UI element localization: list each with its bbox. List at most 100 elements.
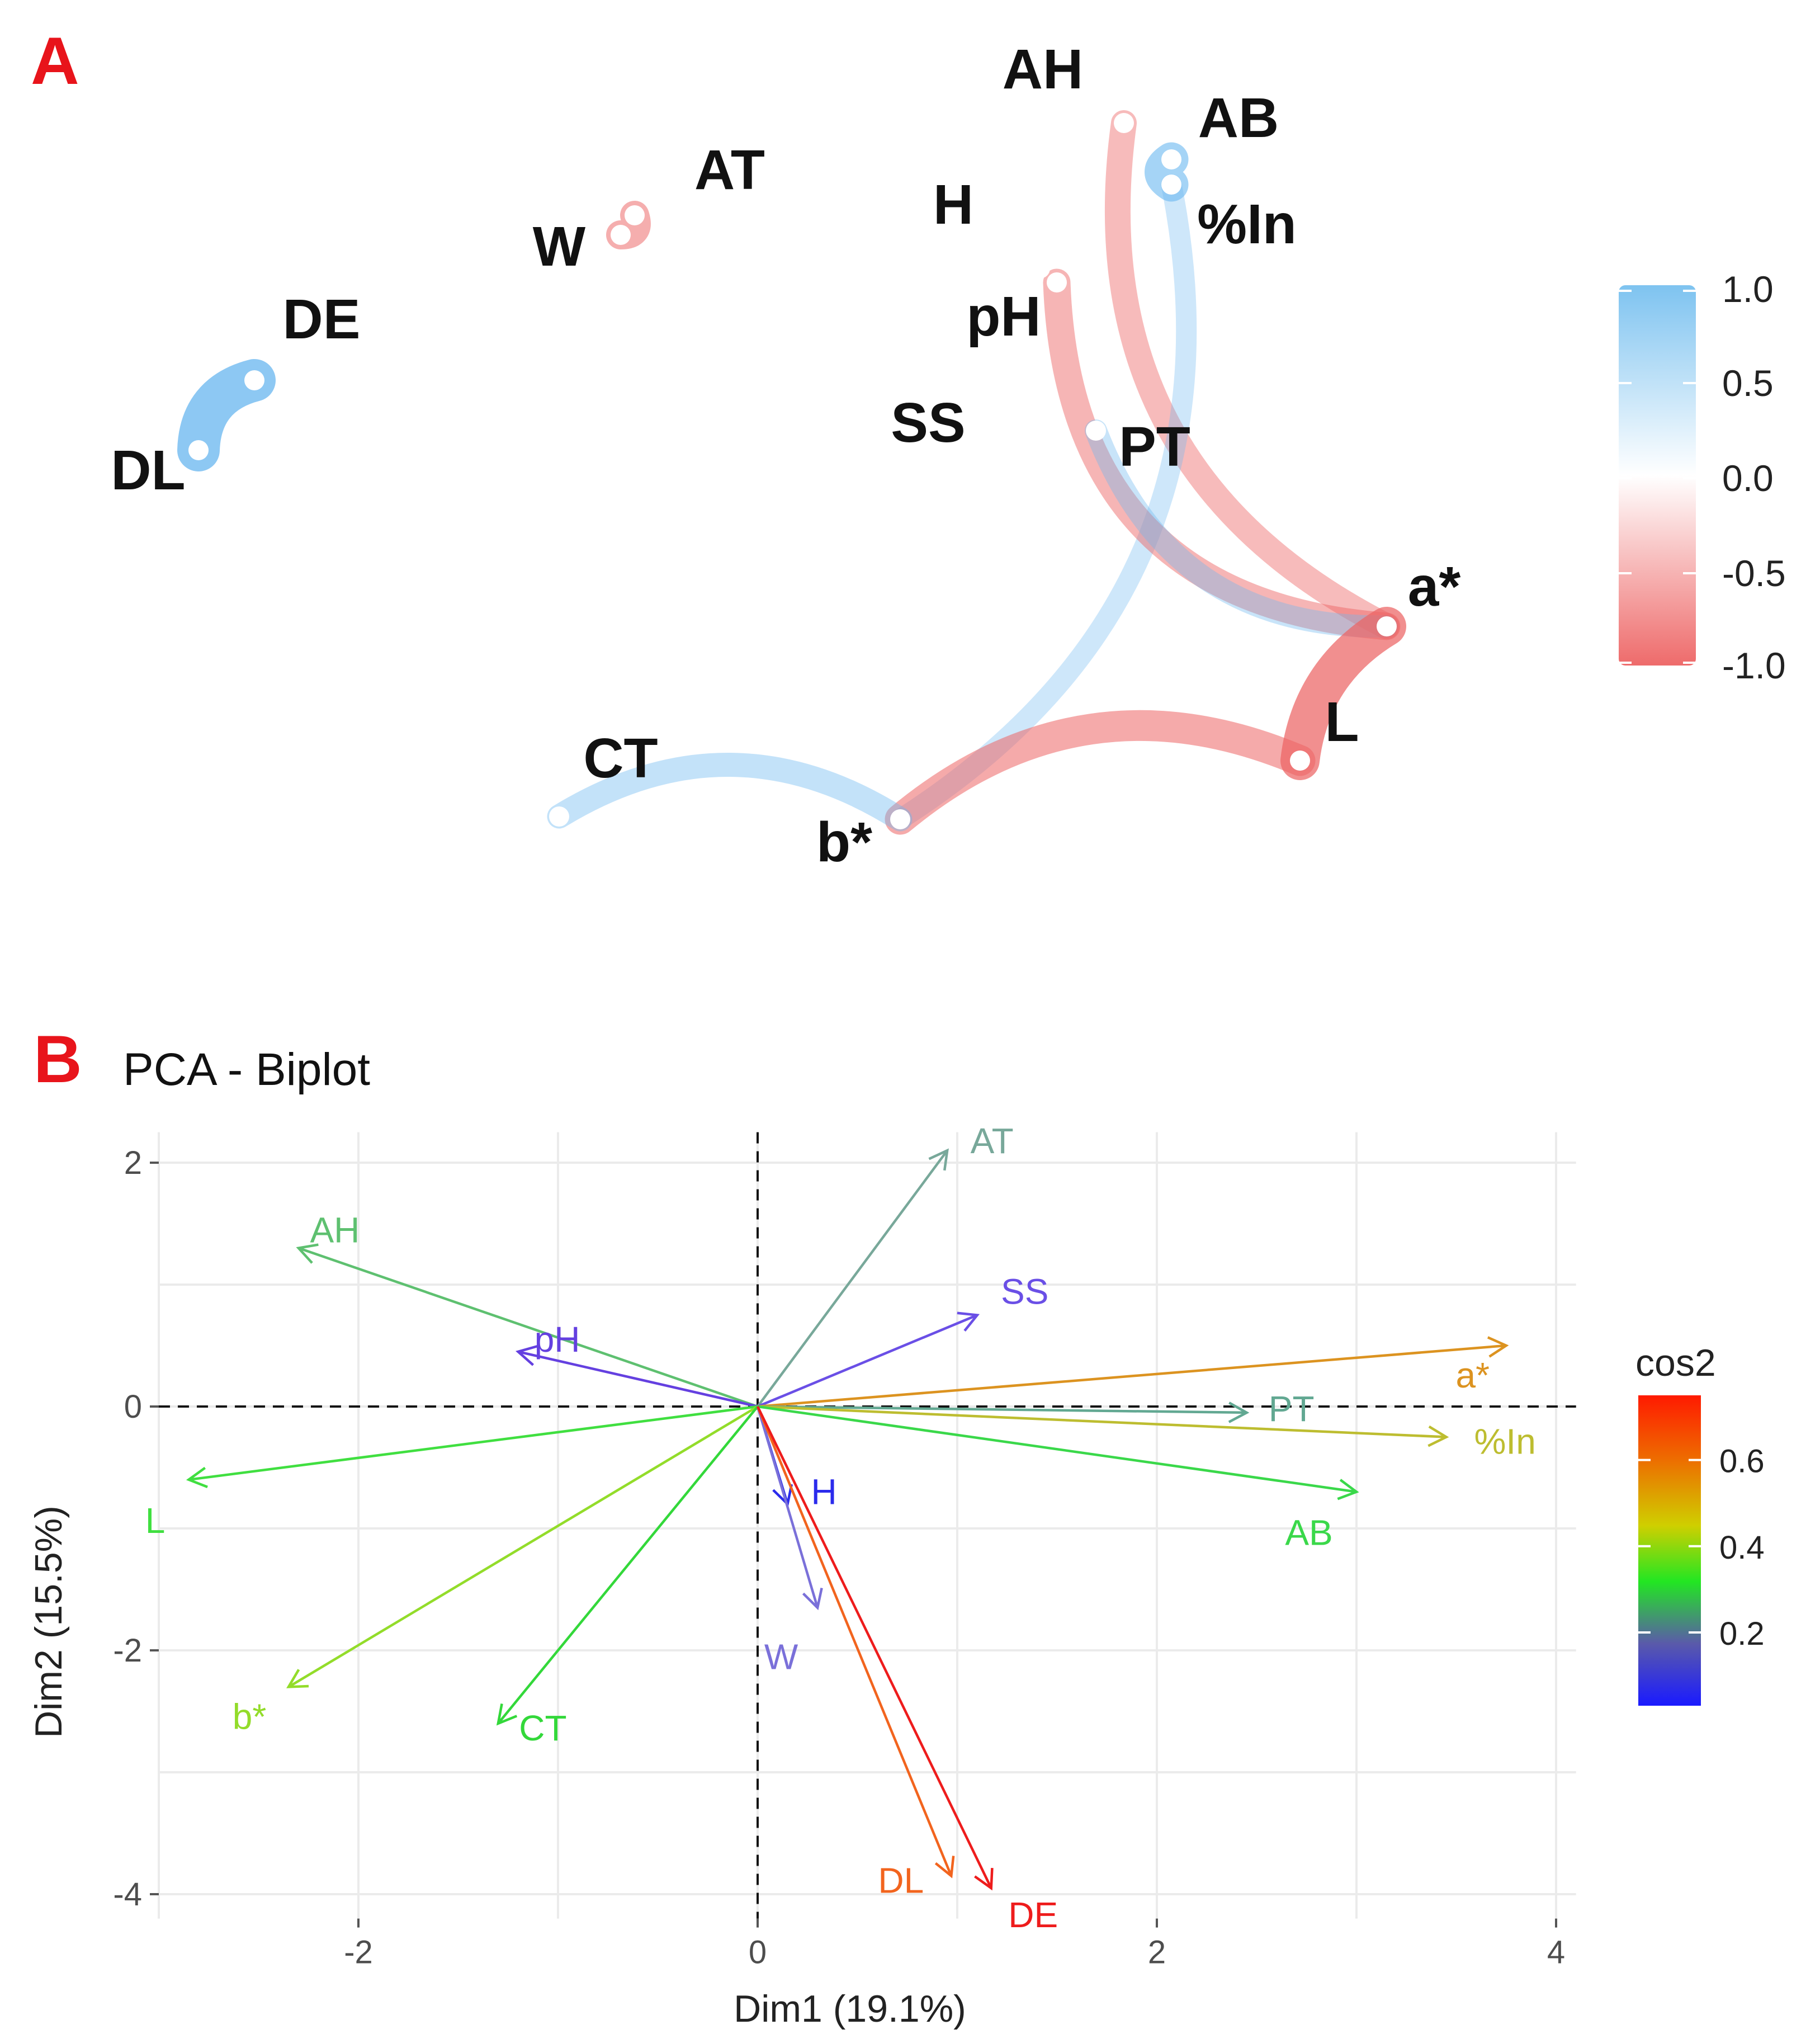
network-node-label: b* (816, 811, 872, 874)
network-edge (1280, 607, 1406, 780)
variable-label: CT (519, 1708, 566, 1748)
arrowhead-CT (496, 1703, 518, 1726)
arrow-CT (497, 1405, 759, 1725)
corr-legend-tick: 0.5 (1722, 362, 1774, 404)
network-edge (1104, 110, 1400, 639)
variable-label: pH (535, 1319, 580, 1360)
network-node-dot (1086, 421, 1106, 441)
correlation-colorbar-ticks (1619, 290, 1696, 664)
network-node-dot (549, 806, 569, 827)
network-edge (1043, 268, 1401, 640)
biplot-gridlines (158, 1132, 1576, 1919)
arrowhead-W (802, 1588, 823, 1611)
arrow-PT (757, 1405, 1247, 1414)
biplot-title: PCA - Biplot (123, 1044, 370, 1095)
biplot-zero-lines (159, 1132, 1576, 1919)
variable-label: L (145, 1500, 166, 1541)
network-edge (885, 710, 1316, 835)
network-node-dot (1114, 113, 1134, 133)
biplot-variable-labels: AT SS a* PT %In AB AH pH Lb* CT H W DL DE (145, 1121, 1536, 1935)
panel-b-letter: B (34, 1022, 82, 1097)
biplot-arrows (186, 1148, 1509, 1891)
arrowhead-DL (934, 1856, 955, 1879)
variable-label: DE (1008, 1895, 1058, 1935)
y-axis-title: Dim2 (15.5%) (27, 1506, 70, 1738)
arrow-a* (757, 1344, 1506, 1408)
network-edge (547, 753, 913, 832)
arrowhead-SS (957, 1311, 980, 1332)
cos2-legend-title: cos2 (1635, 1342, 1716, 1384)
arrow-DE (756, 1406, 992, 1889)
network-node-dot (1047, 272, 1067, 292)
arrow-DL (756, 1406, 953, 1877)
variable-label: SS (1001, 1272, 1048, 1312)
arrowhead-AT (928, 1148, 949, 1171)
variable-label: a* (1456, 1355, 1490, 1395)
arrowhead-AH (296, 1243, 319, 1264)
network-edge (1085, 419, 1398, 638)
x-tick-label: -2 (344, 1934, 373, 1971)
corr-legend-tick: 0.0 (1722, 457, 1774, 499)
network-node-label: DL (111, 439, 185, 502)
network-node-label: AT (694, 139, 765, 201)
network-node-dot (1290, 751, 1310, 771)
network-node-label: %In (1197, 193, 1297, 256)
arrowhead-%In (1427, 1425, 1449, 1447)
network-node-dot (890, 809, 910, 829)
arrow-pH (518, 1350, 758, 1408)
network-node-dot (611, 225, 631, 245)
arrowhead-DE (974, 1868, 994, 1891)
network-node-label: DE (283, 288, 361, 351)
cos2-legend: cos2 0.6 0.4 0.2 (1635, 1342, 1765, 1706)
network-node-label: AH (1003, 38, 1083, 101)
cos2-legend-ticks: 0.6 0.4 0.2 (1638, 1443, 1765, 1652)
x-tick-label: 4 (1547, 1934, 1565, 1971)
variable-label: AB (1285, 1513, 1332, 1553)
network-node-dot (188, 440, 209, 460)
arrowhead-pH (516, 1344, 538, 1366)
arrow-L (188, 1405, 758, 1481)
biplot-axis-ticks: -2 0 2 4 2 0 -2 -4 (113, 1145, 1565, 1971)
network-node-label: L (1325, 691, 1359, 753)
y-tick-label: -4 (113, 1876, 142, 1913)
arrow-AH (298, 1247, 758, 1408)
network-node-dot (1030, 258, 1050, 279)
variable-label: %In (1474, 1422, 1536, 1462)
network-node-dot (625, 205, 645, 225)
network-edges (177, 110, 1406, 835)
arrow-AT (757, 1149, 948, 1408)
panel-a-letter: A (31, 23, 79, 98)
variable-label: AH (310, 1210, 360, 1250)
network-node-dot (1161, 174, 1181, 195)
network-node-label: a* (1408, 555, 1461, 618)
arrow-AB (757, 1405, 1357, 1493)
cos2-tick-label: 0.6 (1719, 1443, 1765, 1480)
network-node-label: PT (1119, 416, 1190, 478)
x-tick-label: 2 (1148, 1934, 1166, 1971)
variable-label: b* (233, 1696, 267, 1736)
cos2-tick-label: 0.2 (1719, 1616, 1765, 1652)
arrowhead-L (186, 1466, 208, 1488)
correlation-colorbar (1619, 285, 1696, 666)
y-tick-label: 0 (124, 1389, 142, 1425)
arrow-SS (757, 1314, 978, 1408)
network-edge (177, 359, 276, 471)
variable-label: DL (878, 1860, 924, 1900)
corr-legend-tick: -1.0 (1722, 645, 1786, 686)
network-node-label: H (933, 173, 973, 236)
variable-label: AT (971, 1121, 1014, 1161)
network-node-label: W (533, 215, 586, 278)
arrow-%In (757, 1405, 1446, 1438)
cos2-tick-label: 0.4 (1719, 1530, 1765, 1566)
x-axis-title: Dim1 (19.1%) (734, 1988, 966, 2030)
y-tick-label: -2 (113, 1632, 142, 1669)
y-tick-label: 2 (124, 1145, 142, 1181)
network-node-label: SS (891, 391, 965, 454)
network-node-dot (1161, 149, 1181, 169)
network-node-dot (1030, 415, 1050, 435)
corr-legend-tick: -0.5 (1722, 553, 1786, 594)
x-tick-label: 0 (749, 1934, 767, 1971)
